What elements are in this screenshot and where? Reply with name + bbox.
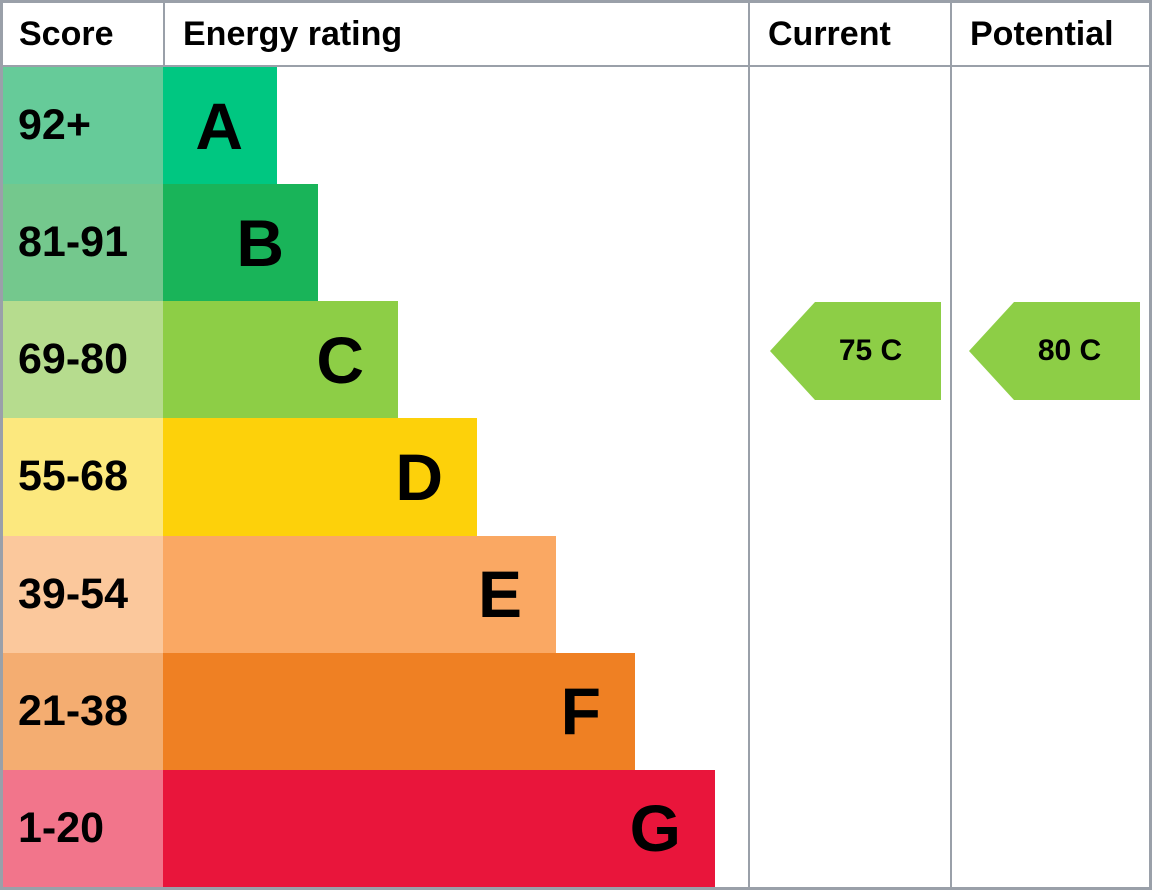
header-score: Score bbox=[19, 14, 114, 53]
band-row-d: 55-68 D bbox=[3, 418, 748, 536]
current-rating-arrow: 75 C bbox=[770, 302, 941, 400]
header-current: Current bbox=[768, 14, 891, 53]
band-letter: C bbox=[316, 322, 364, 397]
header-row: Score Energy rating Current Potential bbox=[3, 3, 1149, 65]
band-bar-c: C bbox=[163, 301, 398, 419]
band-bar-f: F bbox=[163, 652, 635, 770]
band-letter: G bbox=[629, 791, 681, 866]
band-letter: F bbox=[560, 674, 601, 749]
band-row-b: 81-91 B bbox=[3, 184, 748, 302]
band-bar-e: E bbox=[163, 535, 556, 653]
header-energy-rating: Energy rating bbox=[183, 14, 403, 53]
potential-rating-label: 80 C bbox=[1037, 334, 1102, 367]
potential-column-divider bbox=[950, 3, 952, 887]
header-potential: Potential bbox=[970, 14, 1114, 53]
band-row-g: 1-20 G bbox=[3, 769, 748, 887]
band-bar-d: D bbox=[163, 418, 477, 536]
band-letter: E bbox=[477, 557, 522, 632]
band-rows: 92+ A 81-91 B 69-80 C 55-68 D 39-54 E 21… bbox=[3, 67, 748, 887]
band-score-label: 21-38 bbox=[3, 652, 163, 770]
potential-rating-arrow: 80 C bbox=[969, 302, 1140, 400]
band-score-label: 92+ bbox=[3, 67, 163, 185]
band-score-label: 39-54 bbox=[3, 535, 163, 653]
band-row-f: 21-38 F bbox=[3, 652, 748, 770]
band-letter: B bbox=[236, 205, 284, 280]
band-bar-g: G bbox=[163, 769, 715, 887]
band-score-label: 55-68 bbox=[3, 418, 163, 536]
current-rating-label: 75 C bbox=[838, 334, 903, 367]
band-letter: A bbox=[195, 88, 243, 163]
band-row-c: 69-80 C bbox=[3, 301, 748, 419]
header-underline bbox=[3, 65, 1149, 67]
header-score-divider bbox=[163, 3, 165, 65]
band-score-label: 1-20 bbox=[3, 769, 163, 887]
band-letter: D bbox=[395, 439, 443, 514]
band-row-e: 39-54 E bbox=[3, 535, 748, 653]
current-column-divider bbox=[748, 3, 750, 887]
band-bar-b: B bbox=[163, 184, 318, 302]
band-score-label: 69-80 bbox=[3, 301, 163, 419]
band-bar-a: A bbox=[163, 67, 277, 185]
band-score-label: 81-91 bbox=[3, 184, 163, 302]
band-row-a: 92+ A bbox=[3, 67, 748, 185]
